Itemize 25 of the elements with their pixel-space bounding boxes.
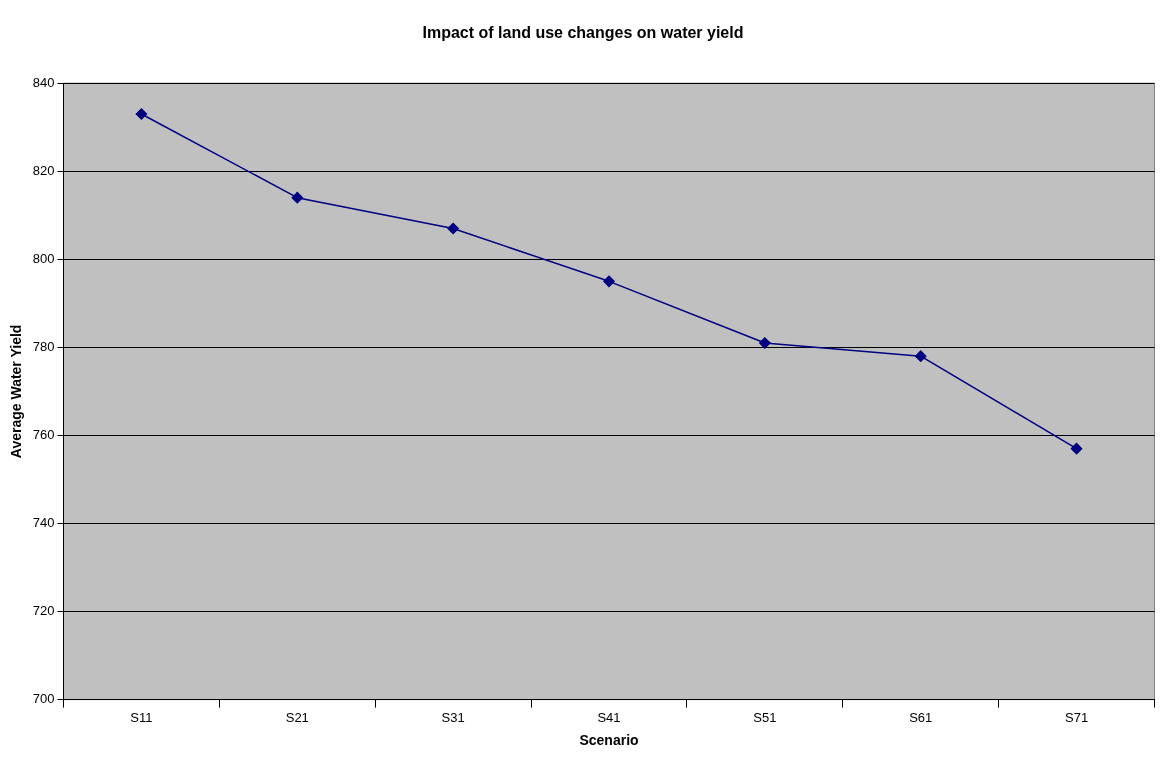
x-tick-label: S21 (285, 709, 309, 725)
x-axis-title: Scenario (579, 732, 639, 749)
y-tick-label: 760 (32, 427, 55, 443)
chart-title: Impact of land use changes on water yield (422, 24, 744, 42)
x-tick-label: S51 (753, 709, 777, 725)
x-tick-label: S11 (130, 709, 153, 725)
point (914, 350, 927, 362)
y-tick-label: 840 (32, 74, 55, 90)
x-tick-label: S41 (597, 709, 621, 725)
y-tick-label: 780 (32, 338, 55, 354)
point (447, 222, 459, 235)
y-tick-label: 700 (32, 691, 55, 707)
x-tick-label: S31 (441, 709, 465, 725)
point (135, 108, 148, 120)
point (603, 275, 615, 288)
y-tick-label: 720 (32, 603, 55, 619)
point (291, 191, 304, 204)
y-axis-title: Average Water Yield (8, 324, 25, 459)
x-tick-label: S71 (1065, 709, 1089, 725)
point (759, 337, 771, 349)
y-tick-label: 800 (32, 250, 55, 266)
point (1070, 442, 1083, 455)
y-tick-label: 820 (32, 162, 55, 178)
x-tick-label: S61 (909, 709, 933, 725)
y-tick-label: 740 (32, 515, 55, 531)
